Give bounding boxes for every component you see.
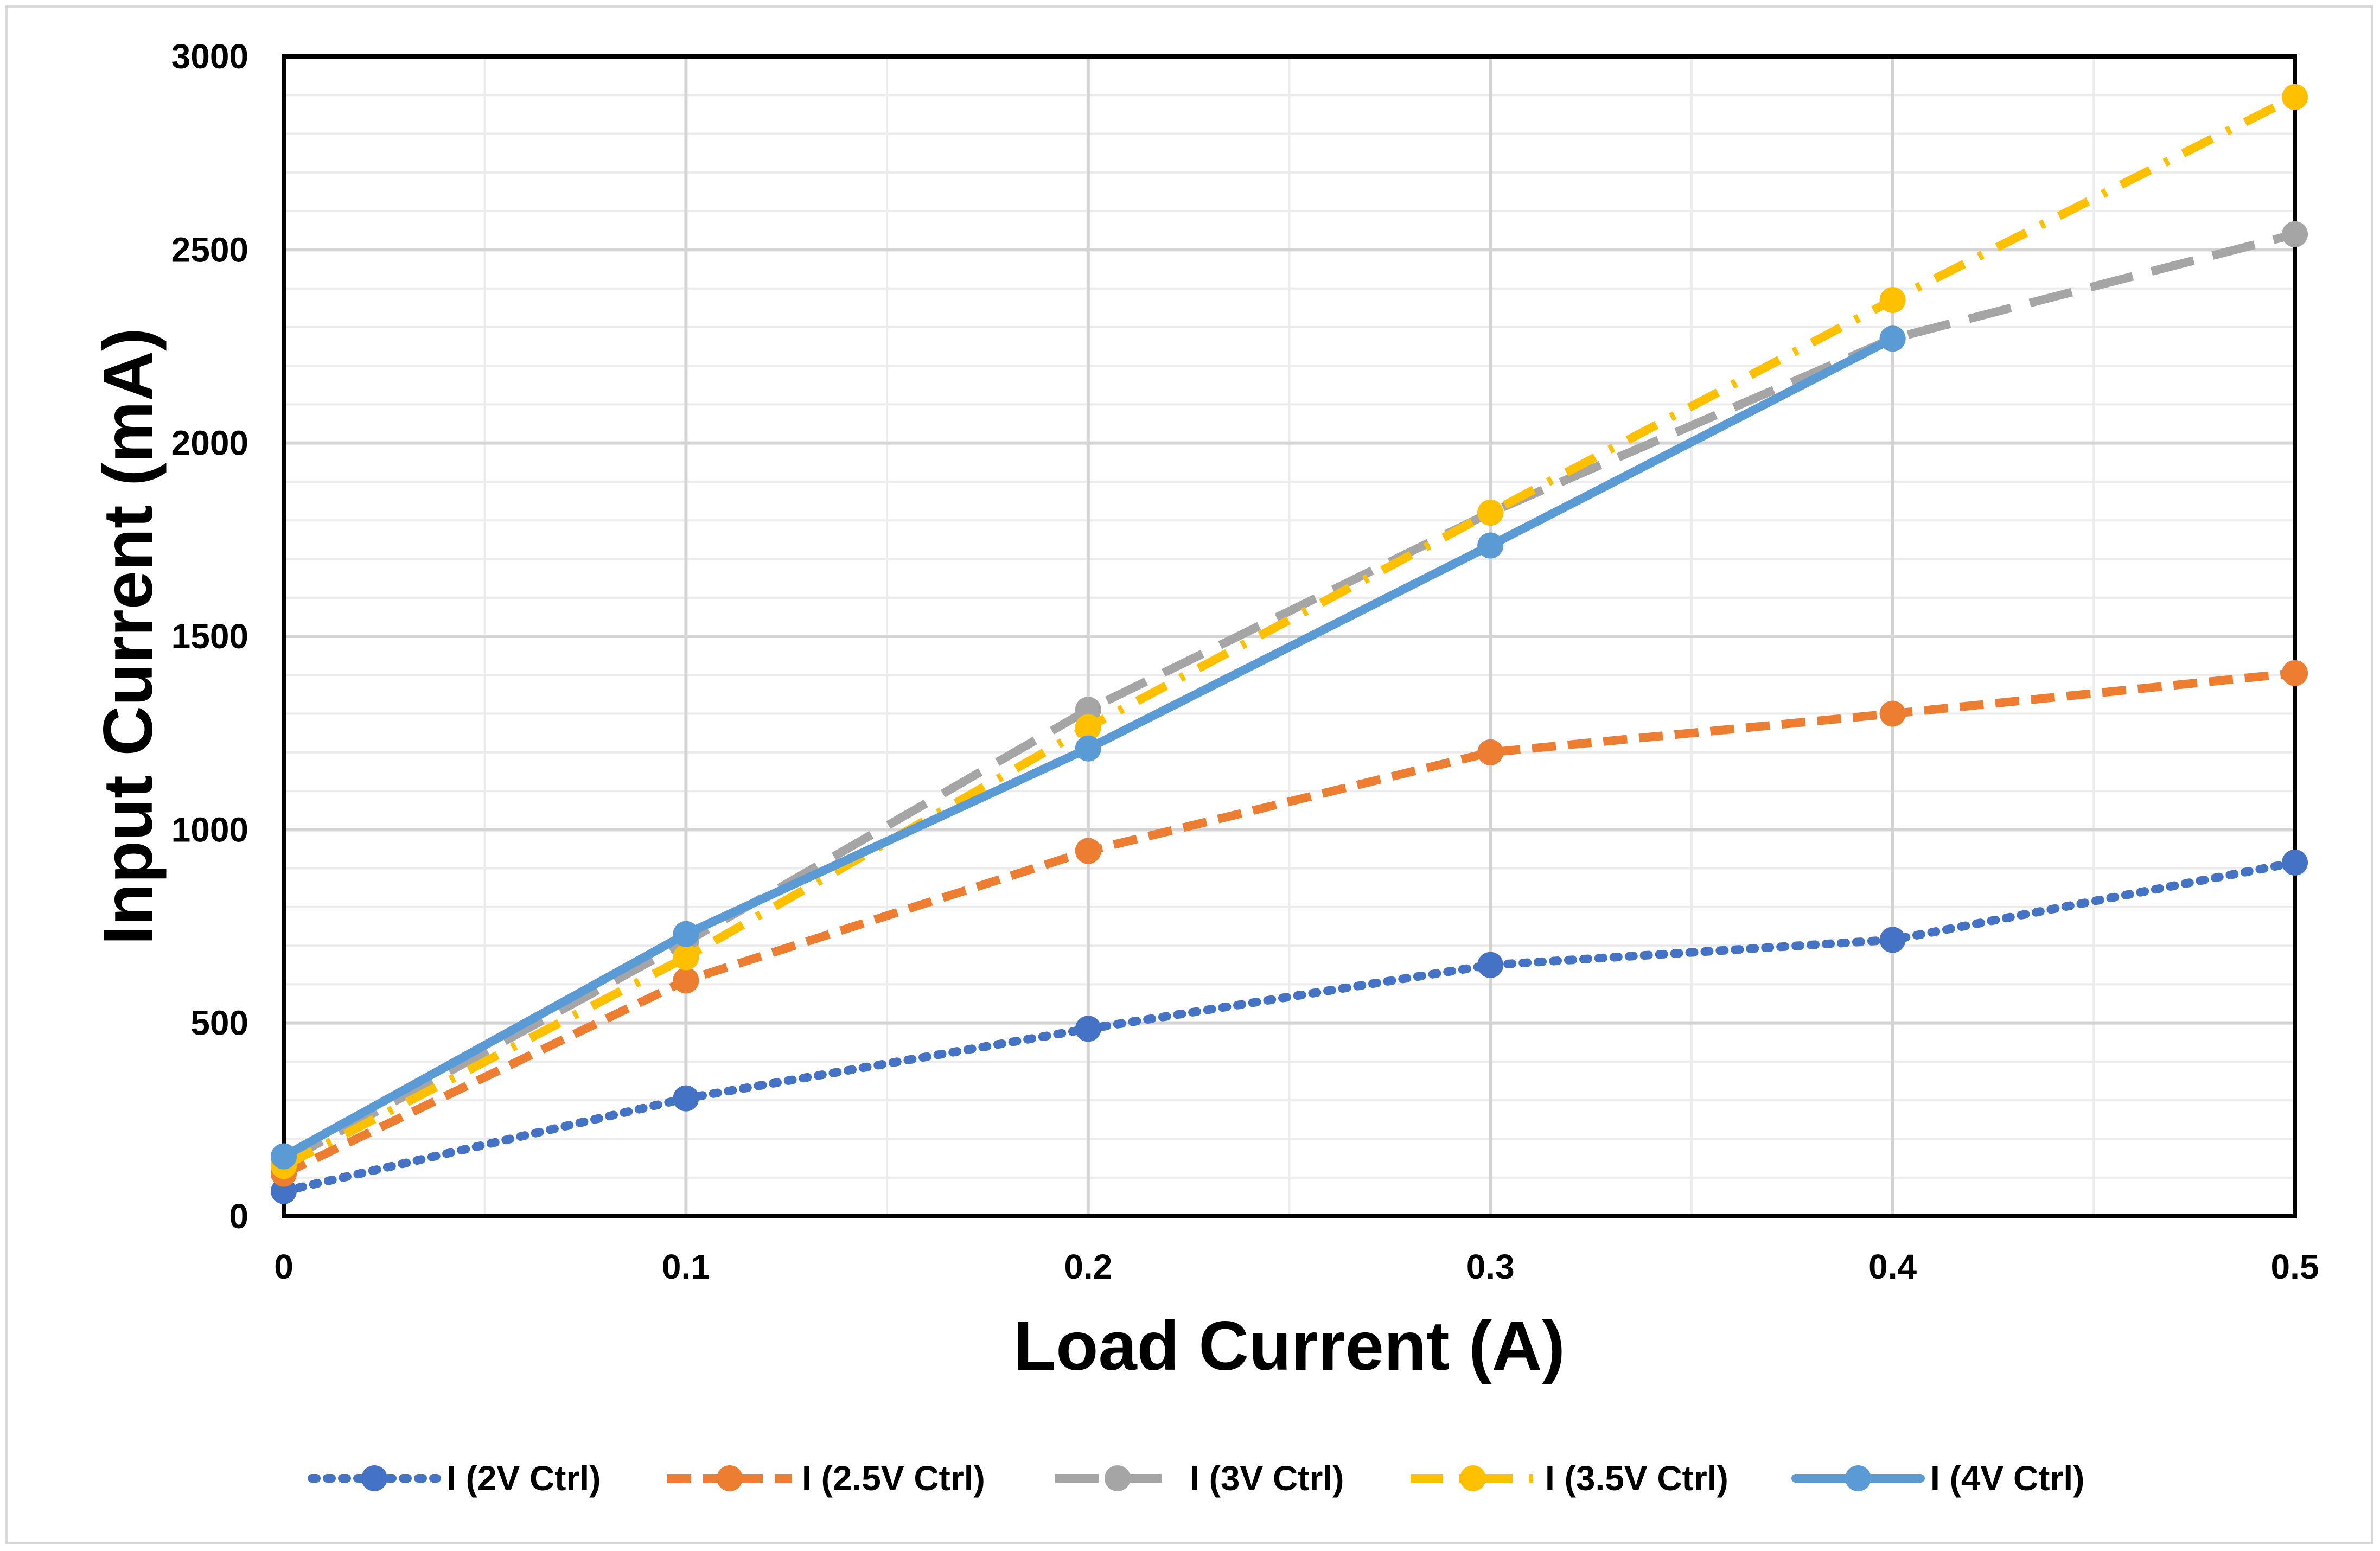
series-line (282, 668, 2295, 1178)
x-axis-title: Load Current (A) (1013, 1307, 1565, 1385)
legend-label: I (3V Ctrl) (1190, 1459, 1344, 1498)
legend-label: I (3.5V Ctrl) (1545, 1459, 1728, 1498)
y-tick-label: 1500 (171, 617, 248, 656)
data-point (673, 921, 699, 947)
chart-frame (5, 5, 2373, 1544)
legend-marker-swatch (1460, 1465, 1486, 1491)
y-tick-label: 3000 (171, 37, 248, 76)
legend-label: I (4V Ctrl) (1930, 1459, 2084, 1498)
data-point (1477, 499, 1504, 526)
legend-item: I (3V Ctrl) (1055, 1459, 1344, 1498)
data-point (271, 1143, 297, 1170)
data-point (1879, 286, 1906, 313)
series-line (282, 230, 2296, 1166)
x-tick-label: 0.3 (1466, 1247, 1515, 1286)
plot-area-border (282, 54, 2297, 1218)
data-point (1879, 325, 1906, 352)
data-point (1879, 700, 1906, 727)
data-point (2282, 221, 2308, 247)
legend-marker-swatch (1105, 1465, 1131, 1491)
series-4 (271, 84, 2308, 1179)
data-point (2282, 660, 2308, 686)
legend-item: I (2V Ctrl) (308, 1459, 601, 1498)
legend-marker-swatch (361, 1465, 387, 1491)
data-point (2282, 849, 2308, 876)
x-tick-label: 0 (274, 1247, 293, 1286)
x-tick-label: 0.1 (662, 1247, 710, 1286)
series-line (282, 93, 2297, 1170)
legend: I (2V Ctrl) I (2.5V Ctrl) I (3V Ctrl) I (3.… (308, 1459, 2084, 1498)
data-point (1075, 735, 1101, 762)
x-tick-labels: 0 0.1 0.2 0.3 0.4 0.5 (274, 1247, 2319, 1286)
series-line (279, 858, 2299, 1196)
data-point (673, 1085, 699, 1112)
data-point (1477, 532, 1504, 559)
data-point (1075, 1016, 1101, 1042)
x-tick-label: 0.5 (2271, 1247, 2319, 1286)
y-tick-label: 0 (229, 1197, 248, 1236)
data-point (1879, 927, 1906, 953)
legend-label: I (2V Ctrl) (446, 1459, 601, 1498)
legend-item: I (4V Ctrl) (1791, 1459, 2084, 1498)
y-tick-label: 500 (190, 1004, 248, 1043)
y-tick-label: 2000 (171, 424, 248, 463)
y-tick-label: 2500 (171, 230, 248, 269)
series-1 (271, 849, 2308, 1204)
legend-marker-swatch (1845, 1465, 1871, 1491)
data-point (1075, 714, 1101, 741)
data-point (673, 944, 699, 971)
data-point (1075, 838, 1101, 864)
data-point (1477, 952, 1504, 978)
data-point (2282, 84, 2308, 110)
y-tick-label: 1000 (171, 810, 248, 849)
y-axis-title: Input Current (mA) (90, 328, 167, 945)
legend-marker-swatch (717, 1465, 743, 1491)
series-5 (271, 325, 1906, 1170)
data-point (673, 967, 699, 994)
x-tick-label: 0.4 (1868, 1247, 1917, 1286)
x-tick-label: 0.2 (1064, 1247, 1112, 1286)
legend-item: I (3.5V Ctrl) (1411, 1459, 1728, 1498)
legend-label: I (2.5V Ctrl) (802, 1459, 985, 1498)
y-tick-labels: 0 500 1000 1500 2000 2500 3000 (171, 37, 248, 1236)
series-layer (271, 84, 2308, 1204)
data-point (1477, 739, 1504, 765)
legend-item: I (2.5V Ctrl) (667, 1459, 985, 1498)
